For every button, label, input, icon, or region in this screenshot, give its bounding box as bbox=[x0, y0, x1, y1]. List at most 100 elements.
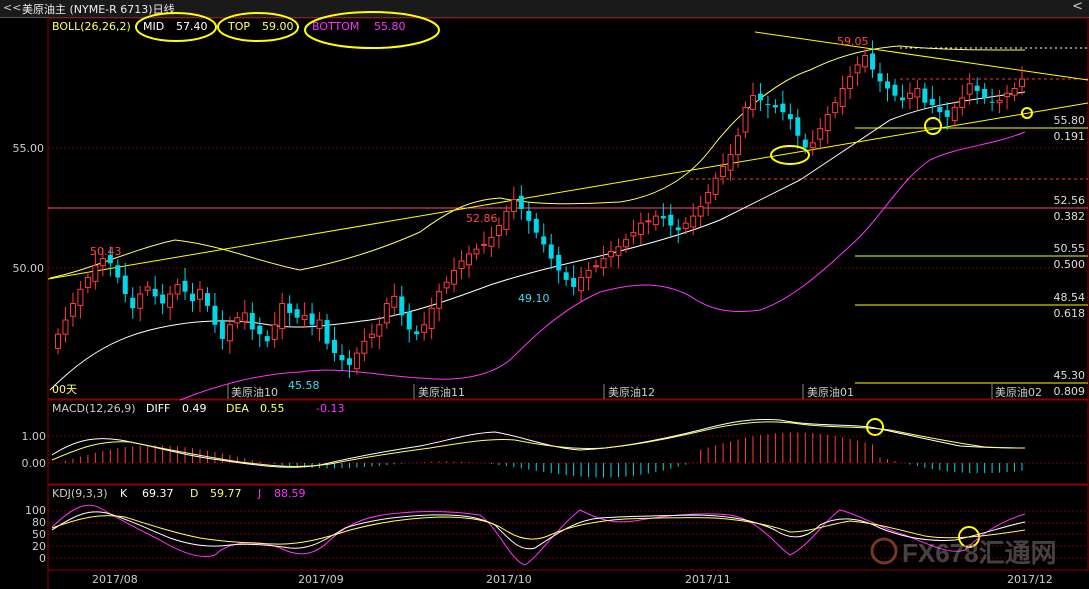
candle-body bbox=[383, 303, 390, 324]
price-tick-50: 50.00 bbox=[13, 262, 45, 275]
candle-body bbox=[780, 103, 786, 113]
macd-tick-1: 1.00 bbox=[22, 430, 47, 443]
period-label: 00天 bbox=[52, 383, 77, 396]
candle-body bbox=[690, 215, 697, 228]
candle-body bbox=[622, 239, 629, 248]
watermark-logo-icon bbox=[870, 537, 898, 565]
candle-body bbox=[264, 336, 270, 342]
candle-body bbox=[107, 254, 113, 264]
candle-body bbox=[294, 309, 300, 318]
collapse-arrow-icon[interactable]: < bbox=[1072, 0, 1083, 14]
back-nav-button[interactable]: << bbox=[3, 1, 22, 14]
candle-body bbox=[77, 288, 84, 306]
candle-body bbox=[182, 280, 188, 292]
chart-title: 美原油主 (NYME-R 6713)日线 bbox=[22, 3, 175, 16]
kdj-k-label: K bbox=[120, 487, 128, 500]
candle-body bbox=[331, 339, 337, 354]
candle-body bbox=[115, 265, 121, 278]
candle-body bbox=[518, 195, 524, 209]
trend-line-upper bbox=[754, 31, 1089, 81]
candle-body bbox=[488, 236, 495, 247]
contract-label-5: 美原油02 bbox=[995, 385, 1042, 399]
candle-body bbox=[346, 358, 352, 365]
date-label-5: 2017/12 bbox=[1007, 573, 1053, 586]
candle-body bbox=[847, 76, 854, 90]
candle-body bbox=[99, 258, 106, 267]
candle-body bbox=[966, 83, 973, 95]
boll-mid-label: MID bbox=[143, 20, 164, 33]
candle-body bbox=[862, 54, 869, 68]
kdj-j-label: J bbox=[257, 487, 261, 500]
annotation-high-1: 50.43 bbox=[90, 245, 122, 258]
candle-body bbox=[556, 254, 562, 271]
candle-body bbox=[339, 355, 345, 361]
candle-body bbox=[421, 324, 428, 333]
candle-body bbox=[899, 97, 905, 101]
candle-body bbox=[563, 272, 569, 280]
candle-body bbox=[660, 216, 666, 219]
candle-body bbox=[309, 313, 315, 325]
candle-body bbox=[144, 286, 151, 291]
candle-body bbox=[720, 165, 727, 177]
candle-body bbox=[817, 128, 824, 140]
kdj-tick-0: 0 bbox=[39, 552, 46, 565]
macd-dea-value: 0.55 bbox=[260, 402, 285, 415]
candle-body bbox=[839, 88, 846, 107]
candle-body bbox=[637, 222, 644, 236]
candle-body bbox=[795, 117, 801, 136]
candle-body bbox=[271, 324, 278, 340]
fib-ratio-2: 0.382 bbox=[1054, 210, 1086, 223]
candle-body bbox=[1011, 88, 1018, 96]
candle-body bbox=[279, 303, 286, 330]
kdj-name: KDJ(9,3,3) bbox=[52, 487, 108, 500]
candle-body bbox=[301, 314, 308, 321]
candle-body bbox=[944, 110, 950, 117]
candle-body bbox=[137, 293, 144, 309]
candle-body bbox=[122, 275, 128, 295]
candle-body bbox=[615, 246, 622, 256]
candle-body bbox=[241, 312, 248, 322]
candle-body bbox=[84, 277, 91, 288]
candle-body bbox=[682, 222, 689, 229]
kdj-d-line bbox=[51, 515, 1026, 545]
kdj-j-value: 88.59 bbox=[274, 487, 306, 500]
fib-price-3: 50.55 bbox=[1054, 242, 1086, 255]
boll-bottom-label: BOTTOM bbox=[312, 20, 359, 33]
candle-body bbox=[974, 85, 980, 91]
candle-body bbox=[787, 114, 793, 120]
boll-top-value: 59.00 bbox=[262, 20, 294, 33]
candle-body bbox=[451, 269, 458, 285]
candle-body bbox=[593, 265, 600, 268]
candle-body bbox=[324, 320, 330, 344]
fib-price-1: 55.80 bbox=[1054, 114, 1086, 127]
candle-body bbox=[697, 206, 704, 217]
candle-body bbox=[249, 312, 255, 330]
date-label-2: 2017/09 bbox=[298, 573, 344, 586]
kdj-d-value: 59.77 bbox=[210, 487, 242, 500]
fib-price-4: 48.54 bbox=[1054, 291, 1086, 304]
candle-body bbox=[870, 53, 876, 70]
candle-body bbox=[69, 303, 76, 317]
candle-body bbox=[585, 269, 592, 279]
kdj-k-value: 69.37 bbox=[142, 487, 174, 500]
fib-ratio-4: 0.618 bbox=[1054, 307, 1086, 320]
candle-body bbox=[316, 319, 323, 330]
candle-body bbox=[996, 99, 1003, 104]
candle-body bbox=[742, 106, 749, 133]
contract-label-4: 美原油01 bbox=[807, 385, 854, 399]
annotation-high-3: 59.05 bbox=[837, 35, 869, 48]
date-label-3: 2017/10 bbox=[486, 573, 532, 586]
candle-body bbox=[607, 251, 614, 258]
candle-body bbox=[287, 303, 293, 313]
candle-body bbox=[361, 340, 368, 354]
candle-body bbox=[167, 293, 174, 308]
price-tick-55: 55.00 bbox=[13, 142, 45, 155]
macd-tick-0: 0.00 bbox=[22, 457, 47, 470]
candle-body bbox=[234, 317, 241, 324]
boll-top-label: TOP bbox=[227, 20, 250, 33]
macd-dea-line bbox=[51, 421, 1026, 467]
candle-body bbox=[824, 114, 831, 132]
candle-body bbox=[877, 73, 883, 82]
candle-body bbox=[226, 324, 233, 342]
